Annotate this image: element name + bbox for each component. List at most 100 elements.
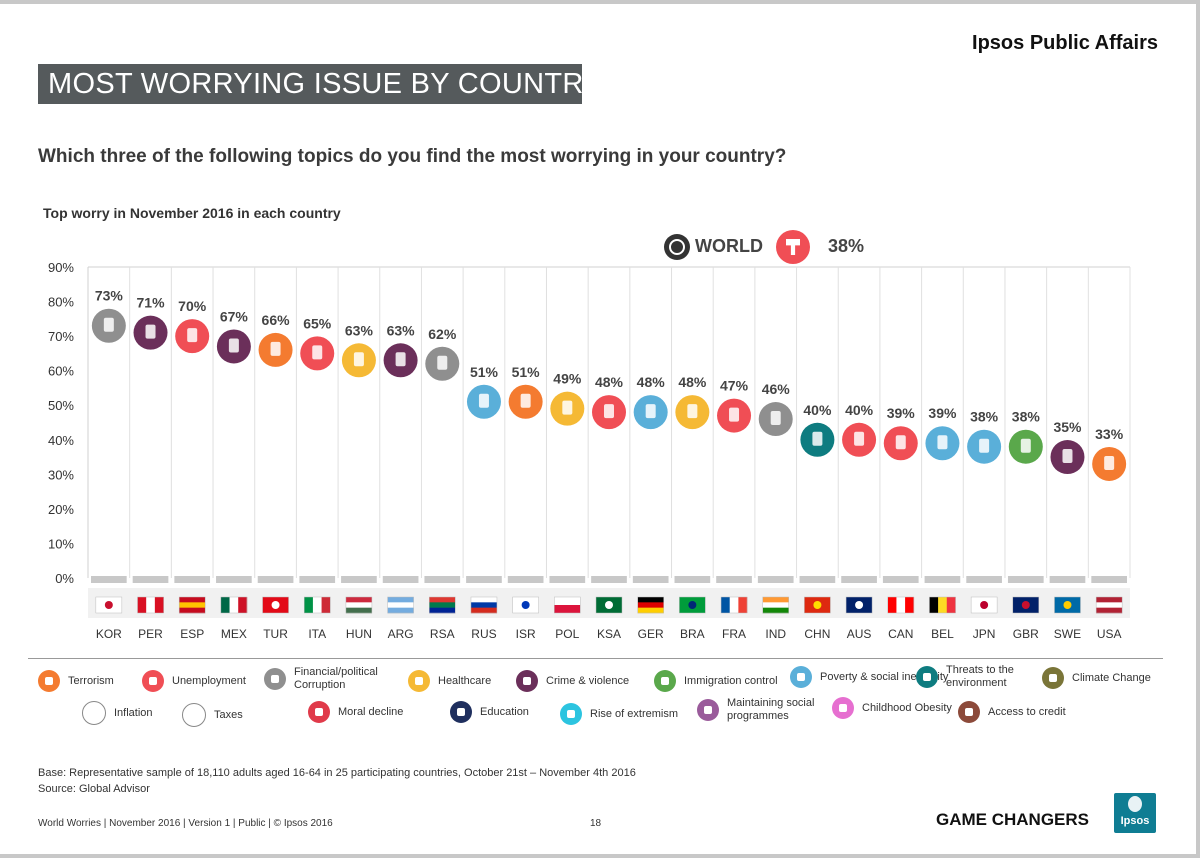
issue-glyph [520,393,531,408]
legend-label: Education [480,705,529,718]
country-label: HUN [346,627,372,641]
data-label: 47% [720,378,749,394]
graduation-cap-icon [450,701,472,723]
baseline-bar [632,576,669,583]
legend-label: Climate Change [1072,671,1151,684]
country-label: PER [138,627,163,641]
baseline-bar [716,576,752,583]
data-label: 38% [970,409,999,425]
terrorism-icon [38,670,60,692]
issue-glyph [1020,438,1031,453]
moral-decline-icon [308,701,330,723]
country-label: FRA [722,627,746,641]
country-label: SWE [1054,627,1081,641]
y-tick-label: 20% [48,502,74,517]
flag-hun-icon [345,596,373,614]
data-label: 40% [845,402,874,418]
frame-right [1196,0,1200,858]
y-tick-label: 10% [48,536,74,551]
baseline-bar [91,576,127,583]
flag-rsa-icon [429,596,456,614]
person-icon [790,666,812,688]
legend-item: Inflation [82,701,153,725]
legend-item: Taxes [182,703,243,727]
legend-label: Maintaining social programmes [727,697,815,722]
flag-gbr-icon [1012,596,1040,614]
data-label: 39% [928,405,957,421]
issue-glyph [562,400,573,415]
legend-label: Childhood Obesity [862,701,952,714]
flag-per-icon [137,596,164,614]
flag-ita-icon [303,596,331,614]
issue-glyph [312,345,323,360]
taxes-icon [182,703,206,727]
flag-fra-icon [720,596,748,614]
data-label: 39% [887,405,916,421]
baseline-bar [174,576,211,583]
baseline-bar [799,576,836,583]
flag-ger-icon [637,596,664,614]
gun-icon [516,670,538,692]
data-label: 63% [387,322,416,338]
base-note: Base: Representative sample of 18,110 ad… [38,767,636,779]
issue-glyph [437,355,448,370]
legend-item: Childhood Obesity [832,697,952,719]
issue-glyph [979,438,990,453]
page-number: 18 [590,818,602,829]
country-label: GBR [1013,627,1039,641]
world-label: WORLD [695,236,763,256]
flag-ind-icon [762,596,789,614]
country-label: JPN [973,627,996,641]
issue-glyph [1062,449,1073,464]
flag-pol-icon [554,596,581,614]
nurse-cap-icon [408,670,430,692]
data-label: 51% [512,364,541,380]
legend-item: Immigration control [654,670,778,692]
baseline-bar [382,576,419,583]
legend-item: Access to credit [958,701,1066,723]
survey-question: Which three of the following topics do y… [38,146,787,167]
baseline-bar [966,576,1002,583]
baseline-bar [132,576,169,583]
country-label: BRA [680,627,705,641]
issue-glyph [187,328,198,343]
legend-item: Healthcare [408,670,491,692]
extremism-icon [560,703,582,725]
legend-label: Financial/political Corruption [294,666,378,691]
data-label: 49% [553,371,582,387]
data-label: 51% [470,364,499,380]
country-label: ITA [308,627,326,641]
data-label: 63% [345,322,374,338]
legend-label: Threats to the environment [946,664,1014,689]
data-label: 67% [220,308,249,324]
data-label: 70% [178,298,207,314]
flag-tur-icon [262,596,289,614]
legend-label: Terrorism [68,674,114,687]
flag-rus-icon [470,596,498,614]
inflation-chart-icon [82,701,106,725]
country-label: RSA [430,627,455,641]
baseline-bar [257,576,294,583]
legend-item: Threats to the environment [916,664,1076,690]
issue-glyph [270,341,281,356]
flag-usa-icon [1095,596,1123,614]
issue-glyph [604,404,614,419]
baseline-bar [1091,576,1127,583]
globe-icon [664,234,690,260]
issue-glyph [103,317,114,332]
country-label: AUS [847,627,872,641]
baseline-bar [674,576,711,583]
country-label: BEL [931,627,954,641]
legend-item: Unemployment [142,670,246,692]
issue-glyph [937,435,948,450]
flag-arg-icon [387,596,414,614]
issue-glyph [687,404,698,419]
country-label: KOR [96,627,122,641]
legend-item: Education [450,701,529,723]
baseline-bar [1007,576,1044,583]
flag-kor-icon [95,596,123,614]
flag-isr-icon [512,596,539,614]
country-label: RUS [471,627,496,641]
data-label: 33% [1095,426,1124,442]
data-label: 48% [595,374,624,390]
